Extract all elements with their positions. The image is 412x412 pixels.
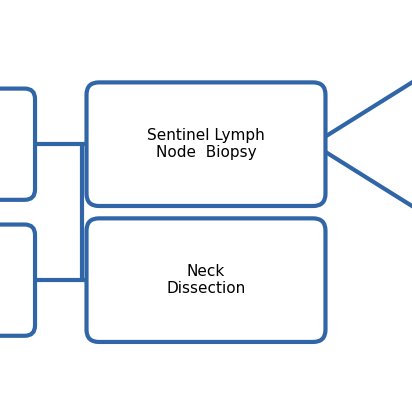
Text: Sentinel Lymph
Node  Biopsy: Sentinel Lymph Node Biopsy [147,128,265,160]
FancyBboxPatch shape [0,89,35,200]
FancyBboxPatch shape [87,218,325,342]
FancyBboxPatch shape [87,82,325,206]
FancyBboxPatch shape [0,225,35,336]
Text: Neck
Dissection: Neck Dissection [166,264,246,296]
